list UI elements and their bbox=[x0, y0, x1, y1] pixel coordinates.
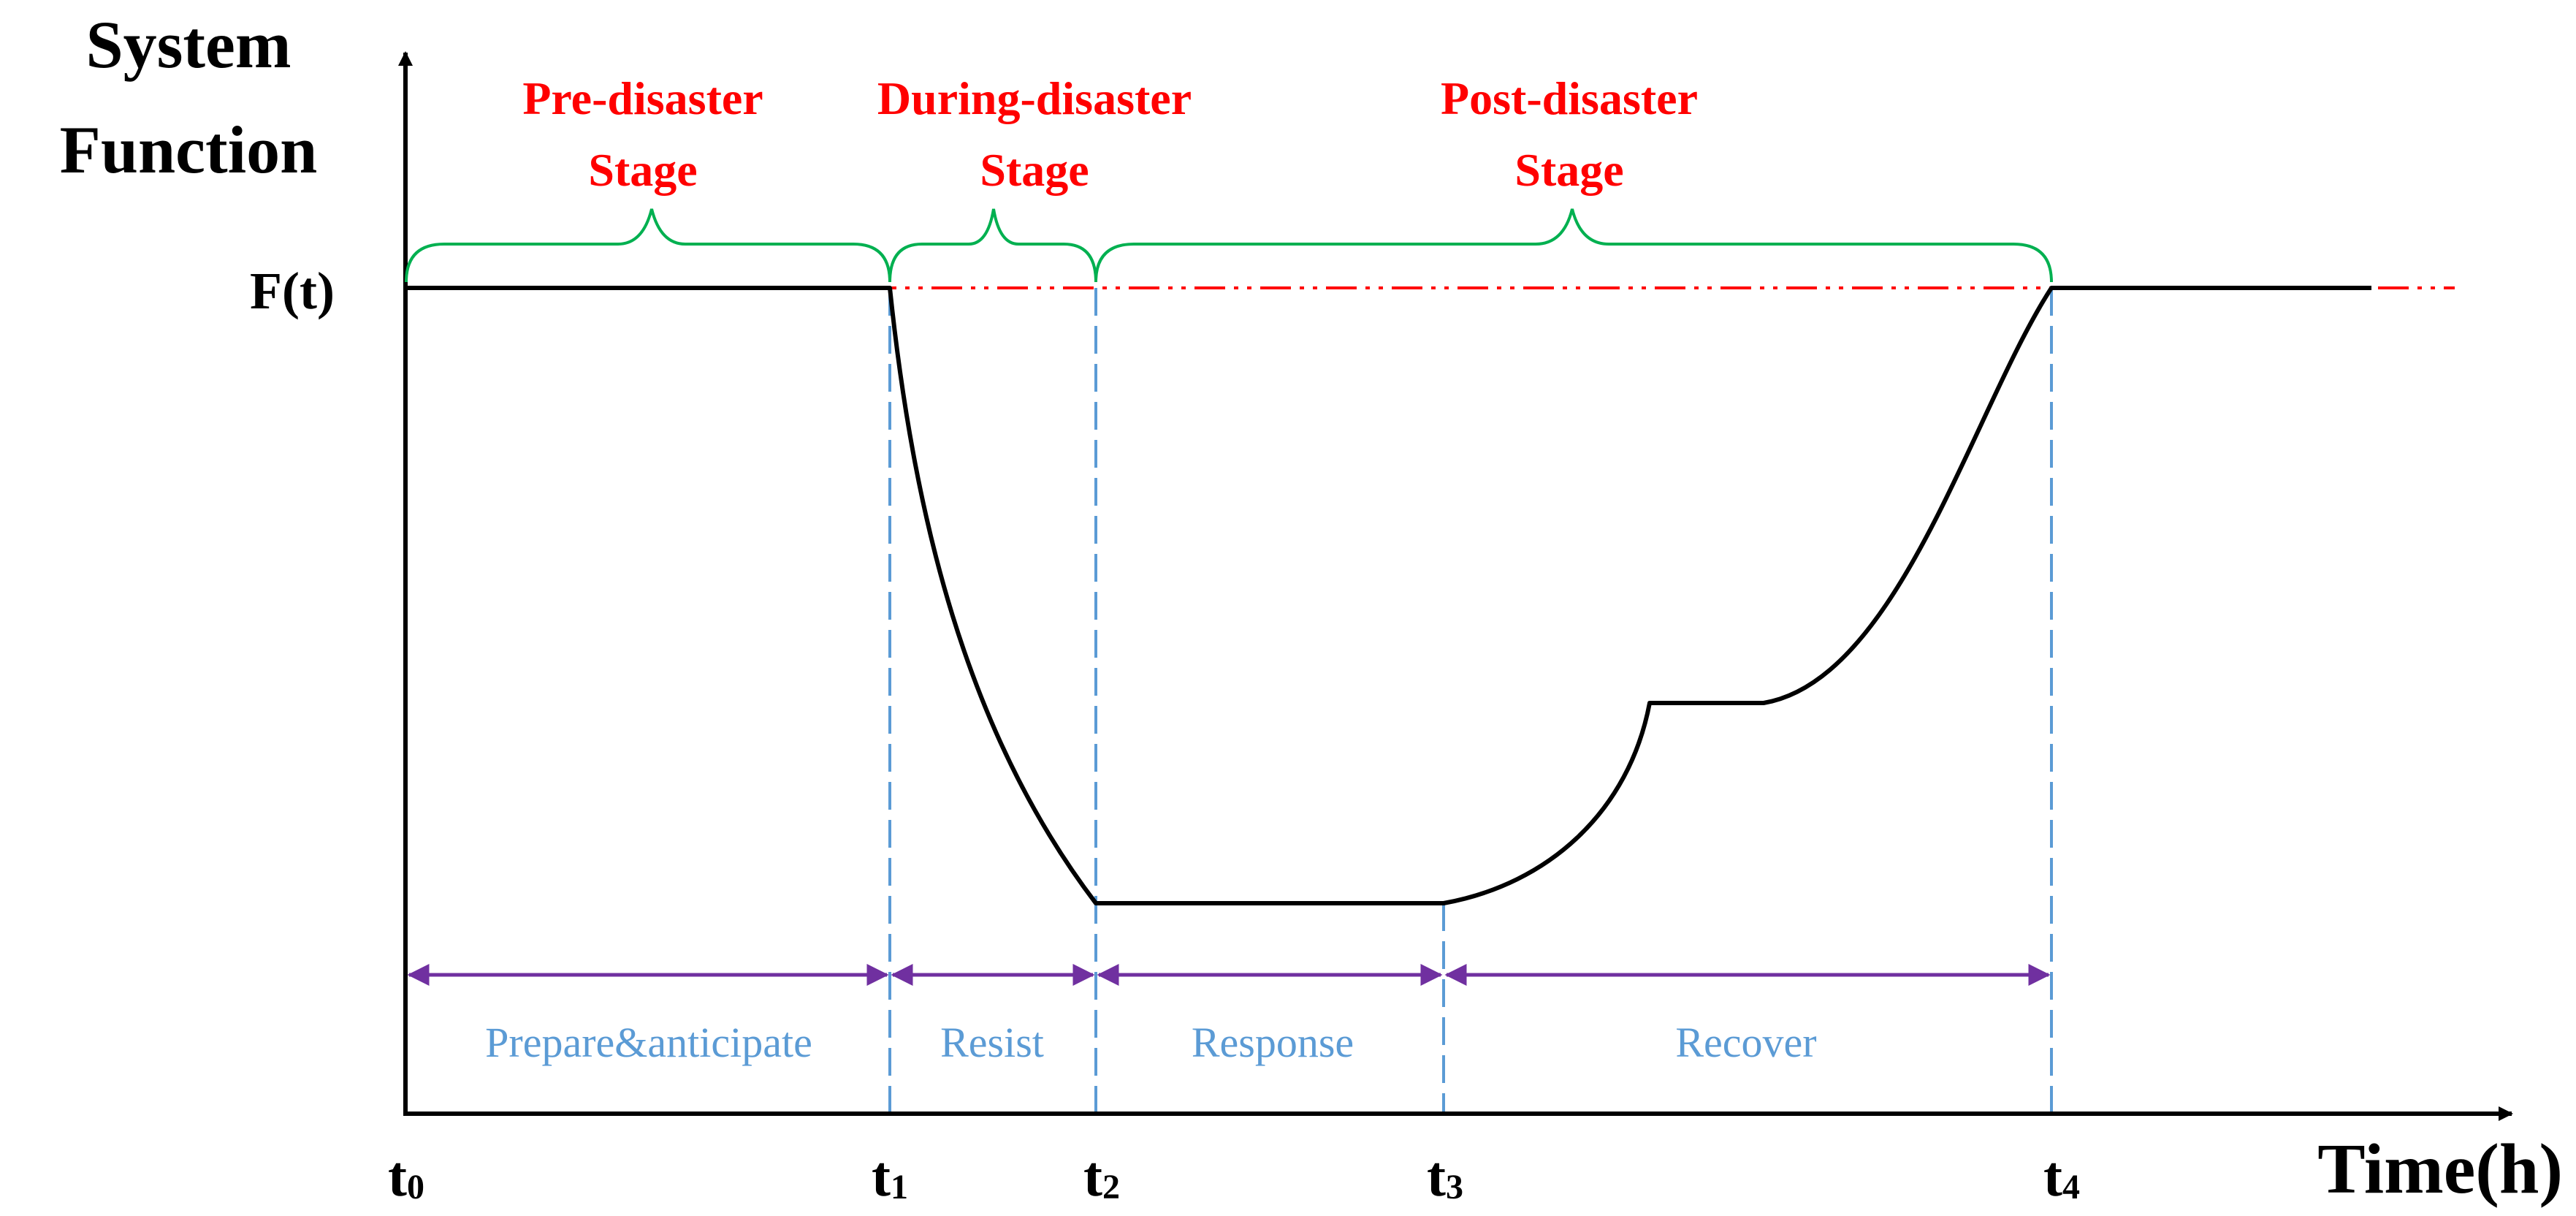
stage-label-post-disaster-line1: Post-disaster bbox=[1441, 72, 1698, 124]
tick-label-t3: t3 bbox=[1427, 1144, 1463, 1208]
stage-brace-pre-disaster bbox=[405, 208, 891, 283]
tick-label-base: t bbox=[1427, 1144, 1446, 1208]
stage-labels: Pre-disaster Stage During-disaster Stage… bbox=[522, 72, 1698, 196]
phase-label-resist: Resist bbox=[940, 1019, 1044, 1066]
tick-label-t0: t0 bbox=[388, 1144, 424, 1208]
phase-labels: Prepare&anticipate Resist Response Recov… bbox=[485, 1019, 1816, 1066]
tick-label-t4: t4 bbox=[2043, 1144, 2080, 1208]
system-function-curve bbox=[408, 286, 2371, 905]
y-axis-title-line2: Function bbox=[60, 113, 318, 187]
stage-braces bbox=[405, 208, 2053, 283]
tick-label-base: t bbox=[1083, 1144, 1102, 1208]
y-axis-value-label: F(t) bbox=[250, 262, 335, 320]
stage-label-during-disaster-line1: During-disaster bbox=[877, 72, 1192, 124]
stage-label-during-disaster-line2: Stage bbox=[980, 144, 1089, 196]
stage-label-pre-disaster-line1: Pre-disaster bbox=[522, 72, 763, 124]
phase-label-prepare-anticipate: Prepare&anticipate bbox=[485, 1019, 812, 1066]
y-axis-title-line1: System bbox=[85, 7, 291, 82]
time-tick-labels: t0 t1 t2 t3 t4 bbox=[388, 1144, 2080, 1208]
tick-label-subscript: 0 bbox=[407, 1168, 424, 1206]
tick-label-subscript: 4 bbox=[2062, 1168, 2080, 1206]
tick-label-t2: t2 bbox=[1083, 1144, 1120, 1208]
stage-brace-during-disaster bbox=[888, 208, 1097, 283]
tick-label-subscript: 2 bbox=[1102, 1168, 1120, 1206]
time-markers bbox=[888, 288, 2053, 1114]
phase-label-response: Response bbox=[1192, 1019, 1354, 1066]
tick-label-base: t bbox=[388, 1144, 407, 1208]
tick-label-base: t bbox=[872, 1144, 891, 1208]
stage-label-post-disaster-line2: Stage bbox=[1514, 144, 1623, 196]
stage-brace-post-disaster bbox=[1094, 208, 2053, 283]
phase-label-recover: Recover bbox=[1675, 1019, 1816, 1066]
tick-label-subscript: 1 bbox=[891, 1168, 908, 1206]
tick-label-subscript: 3 bbox=[1446, 1168, 1463, 1206]
tick-label-t1: t1 bbox=[872, 1144, 908, 1208]
x-axis-title: Time(h) bbox=[2317, 1130, 2563, 1209]
stage-label-pre-disaster-line2: Stage bbox=[588, 144, 697, 196]
tick-label-base: t bbox=[2043, 1144, 2062, 1208]
